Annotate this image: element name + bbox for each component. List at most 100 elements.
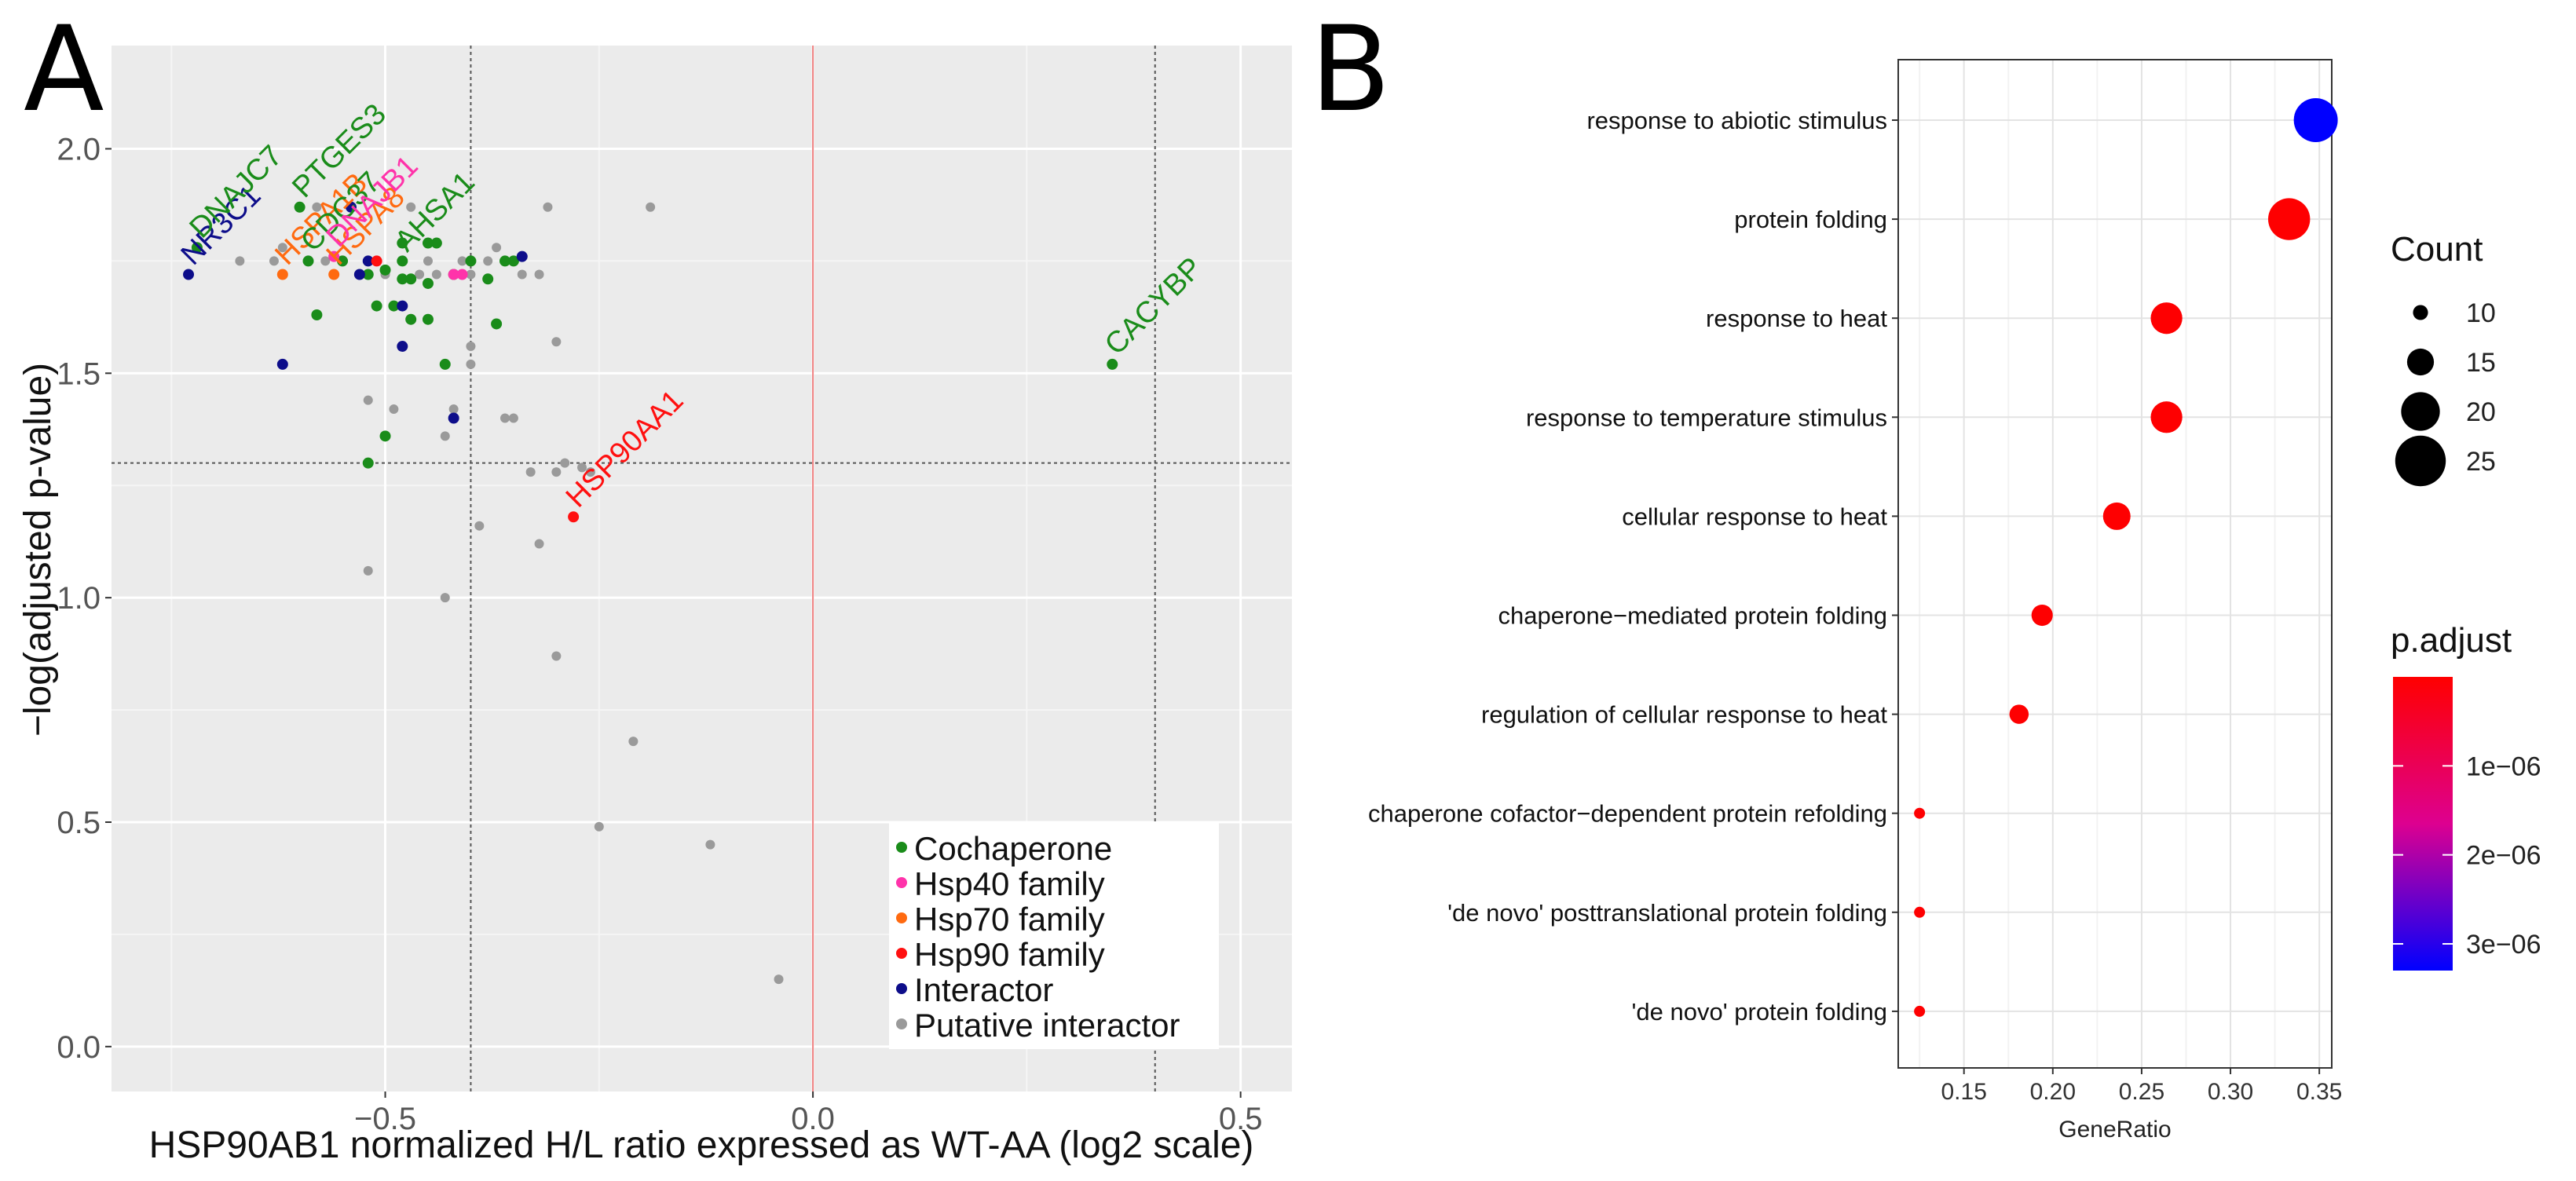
data-point bbox=[482, 273, 494, 285]
data-point bbox=[705, 839, 715, 850]
panel-b-points bbox=[1914, 98, 2338, 1017]
panel-a-legend-box bbox=[889, 821, 1219, 1049]
category-label: regulation of cellular response to heat bbox=[1481, 701, 1887, 729]
legend-label: Interactor bbox=[914, 971, 1053, 1008]
data-point bbox=[363, 395, 373, 405]
panel-b-x-axis-label: GeneRatio bbox=[2058, 1117, 2171, 1143]
data-point bbox=[415, 269, 425, 280]
data-point bbox=[397, 255, 408, 267]
data-point bbox=[628, 737, 639, 747]
data-point bbox=[397, 341, 408, 353]
data-point bbox=[483, 256, 493, 266]
data-point bbox=[423, 256, 433, 266]
color-legend-bar bbox=[2393, 677, 2453, 971]
legend-marker bbox=[896, 877, 907, 888]
size-legend-entries: 10 15 20 25 bbox=[2395, 298, 2496, 487]
data-point bbox=[594, 821, 604, 832]
x-tick-label: −0.5 bbox=[354, 1102, 416, 1136]
data-point bbox=[302, 255, 314, 267]
legend-marker bbox=[896, 1018, 907, 1029]
panel-a-y-axis-label: −log(adjusted p-value) bbox=[17, 363, 59, 737]
legend-marker bbox=[896, 983, 907, 994]
category-label: response to temperature stimulus bbox=[1526, 404, 1887, 431]
data-point bbox=[235, 256, 245, 266]
data-point bbox=[543, 202, 553, 212]
x-tick-label: 0.5 bbox=[1219, 1102, 1263, 1136]
data-point bbox=[439, 358, 451, 370]
data-point bbox=[405, 313, 417, 325]
dot bbox=[1914, 906, 1926, 918]
dot bbox=[2150, 302, 2183, 335]
data-point bbox=[551, 651, 562, 661]
panel-b-plot-panel bbox=[1898, 60, 2332, 1068]
data-point bbox=[191, 242, 203, 254]
data-point bbox=[277, 243, 287, 253]
color-legend-title: p.adjust bbox=[2391, 621, 2512, 660]
data-point bbox=[389, 404, 399, 415]
data-point bbox=[294, 201, 306, 213]
panel-a-points bbox=[183, 201, 1118, 985]
legend-marker bbox=[896, 842, 907, 853]
dot bbox=[2102, 502, 2131, 530]
y-tick-label: 0.5 bbox=[57, 806, 101, 840]
data-point bbox=[311, 309, 323, 321]
panel-b-size-legend: Count 10 15 20 25 bbox=[2391, 230, 2496, 487]
data-point bbox=[457, 256, 467, 266]
data-point bbox=[397, 237, 408, 249]
legend-marker bbox=[896, 912, 907, 923]
data-point bbox=[320, 256, 331, 266]
legend-label: Cochaperone bbox=[914, 830, 1112, 867]
size-legend-circle bbox=[2401, 392, 2440, 431]
data-point bbox=[551, 337, 562, 347]
data-point bbox=[276, 358, 288, 370]
size-legend-label: 20 bbox=[2466, 397, 2496, 427]
panel-b-gridlines bbox=[1898, 60, 2332, 1068]
legend-label: Hsp90 family bbox=[914, 936, 1105, 973]
dot bbox=[1914, 1005, 1926, 1017]
data-point bbox=[646, 202, 656, 212]
data-point bbox=[379, 430, 391, 442]
data-point bbox=[422, 313, 434, 325]
dot bbox=[1914, 807, 1926, 819]
legend-label: Hsp40 family bbox=[914, 865, 1105, 902]
panel-b-label: B bbox=[1310, 2, 1391, 138]
category-label: 'de novo' protein folding bbox=[1631, 998, 1887, 1026]
color-tick-label: 2e−06 bbox=[2466, 841, 2541, 871]
data-point bbox=[466, 269, 476, 280]
category-label: protein folding bbox=[1734, 206, 1887, 233]
data-point bbox=[337, 255, 349, 267]
panel-a: A NR3C1DNAJC7PTGES3HSPA1BCDC37HSPA8DNAJB… bbox=[17, 2, 1292, 1166]
data-point bbox=[491, 318, 503, 330]
data-point bbox=[466, 342, 476, 352]
panel-a-label: A bbox=[24, 2, 104, 138]
data-point bbox=[1107, 358, 1118, 370]
legend-label: Hsp70 family bbox=[914, 901, 1105, 938]
data-point bbox=[465, 255, 477, 267]
color-tick-label: 1e−06 bbox=[2466, 751, 2541, 781]
data-point bbox=[440, 593, 450, 603]
panel-a-reference-lines bbox=[112, 46, 1292, 1091]
dot bbox=[2293, 98, 2338, 142]
y-tick-label: 2.0 bbox=[57, 132, 101, 166]
data-point bbox=[474, 521, 485, 531]
y-tick-label: 1.5 bbox=[57, 356, 101, 391]
data-point bbox=[312, 202, 322, 212]
x-tick-label: 0.25 bbox=[2119, 1079, 2164, 1105]
data-point bbox=[466, 359, 476, 369]
data-point bbox=[508, 413, 518, 423]
x-tick-label: 0.15 bbox=[1941, 1079, 1987, 1105]
x-tick-label: 0.30 bbox=[2208, 1079, 2253, 1105]
panel-b: B response to abiotic stimulus protein fo… bbox=[1310, 2, 2541, 1143]
data-point bbox=[568, 511, 580, 523]
category-label: response to heat bbox=[1706, 305, 1887, 332]
data-point bbox=[448, 269, 459, 280]
data-point bbox=[362, 255, 374, 267]
size-legend-label: 25 bbox=[2466, 447, 2496, 477]
panel-b-plot-border bbox=[1897, 59, 2333, 1069]
category-label: chaperone−mediated protein folding bbox=[1498, 602, 1887, 630]
data-point bbox=[525, 467, 536, 477]
data-point bbox=[397, 300, 408, 312]
category-label: chaperone cofactor−dependent protein ref… bbox=[1368, 800, 1887, 828]
